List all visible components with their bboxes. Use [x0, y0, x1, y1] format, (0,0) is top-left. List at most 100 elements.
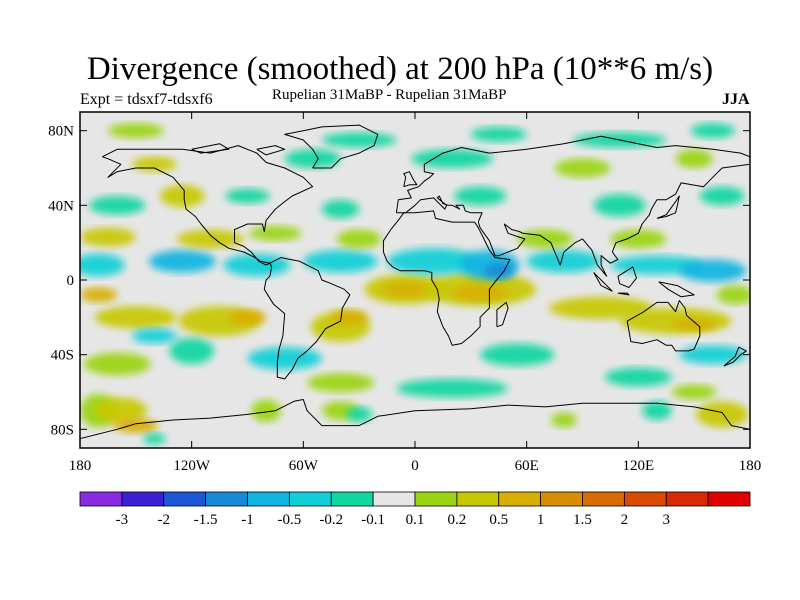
lon-tick-label: 0: [411, 458, 419, 474]
field-blob: [94, 306, 177, 329]
field-blob: [549, 296, 654, 320]
coastline: [396, 163, 750, 277]
field-blob: [321, 132, 397, 148]
lon-tick-label: 180: [69, 458, 92, 474]
field-blob: [346, 406, 373, 422]
season-label: JJA: [722, 91, 750, 108]
field-blob: [251, 399, 281, 422]
lon-tick-label: 120W: [173, 458, 211, 474]
colorbar-label: 0.5: [489, 512, 508, 528]
field-blob: [411, 149, 494, 169]
lat-tick-label: 40S: [51, 348, 74, 364]
colorbar-label: -1: [241, 512, 254, 528]
coastline: [263, 257, 351, 380]
field-blob: [483, 263, 514, 279]
coastline: [191, 143, 230, 154]
field-blob: [716, 285, 750, 305]
field-blob: [454, 186, 507, 206]
colorbar: -3 -2 -1.5 -1 -0.5 -0.2 -0.1 0.1 0.2 0.5 1 1.5 2 3: [79, 491, 751, 528]
field-blob: [143, 433, 166, 445]
colorbar-label: 2: [621, 512, 629, 528]
field-blob: [80, 287, 118, 303]
field-blob: [679, 259, 747, 282]
field-blob: [610, 229, 667, 249]
colorbar-swatch: [247, 491, 290, 507]
coastline: [403, 171, 418, 188]
coastline: [617, 292, 630, 296]
field-blob: [604, 367, 672, 387]
lon-tick-label: 120E: [622, 458, 654, 474]
field-blob: [642, 401, 672, 420]
field-blob: [554, 158, 611, 178]
coastline: [382, 210, 511, 346]
colorbar-label: 0.2: [448, 512, 467, 528]
lon-tick-label: 60W: [289, 458, 319, 474]
field-blob: [307, 373, 375, 392]
field-blob: [593, 194, 646, 217]
coastline: [658, 281, 695, 298]
field-blob: [107, 123, 164, 139]
coastline: [617, 266, 637, 288]
experiment-label: Expt = tdsxf7-tdsxf6: [80, 91, 213, 108]
lon-tick-label: 180: [739, 458, 762, 474]
colorbar-label: 3: [663, 512, 671, 528]
field-blob: [675, 149, 713, 169]
field-blob: [550, 412, 577, 428]
coastline: [593, 272, 613, 292]
colorbar-swatch: [121, 491, 165, 507]
coastline: [80, 399, 750, 440]
field-blob: [303, 250, 378, 273]
field-blob: [387, 248, 481, 275]
field-blob: [321, 199, 360, 219]
field-blob: [228, 309, 267, 325]
field-blob: [249, 225, 302, 241]
field-blob: [132, 328, 177, 344]
colorbar-label: -1.5: [194, 512, 218, 528]
chart-title: Divergence (smoothed) at 200 hPa (10**6 …: [86, 51, 714, 87]
colorbar-swatch: [414, 491, 458, 507]
colorbar-label: 1.5: [573, 512, 592, 528]
lat-tick-label: 80N: [48, 124, 74, 140]
field-blob: [148, 250, 216, 273]
field-blob: [132, 156, 177, 172]
lat-tick-label: 80S: [51, 422, 74, 438]
colorbar-label: -3: [116, 512, 129, 528]
coastline-layer: [80, 124, 750, 440]
field-blob: [225, 188, 270, 204]
colorbar-swatch: [330, 491, 374, 507]
colorbar-swatch: [498, 491, 542, 507]
comparison-label: Rupelian 31MaBP - Rupelian 31MaBP: [272, 87, 507, 103]
colorbar-label: -2: [158, 512, 171, 528]
colorbar-swatch: [623, 491, 667, 507]
colorbar-swatch: [456, 491, 500, 507]
coastline: [395, 135, 750, 213]
field-blob: [284, 149, 341, 169]
field-blob: [671, 384, 717, 400]
colorbar-swatch: [163, 491, 207, 507]
coastline: [496, 301, 509, 328]
coastline: [256, 145, 286, 156]
colorbar-swatch: [707, 491, 751, 507]
field-blob: [526, 250, 602, 273]
colorbar-label: -0.2: [319, 512, 343, 528]
lat-tick-label: 40N: [48, 198, 74, 214]
field-blob: [113, 418, 159, 434]
field-blob: [223, 253, 291, 277]
field-blob: [176, 229, 244, 249]
field-blob: [470, 126, 527, 142]
coastline: [102, 145, 314, 266]
field-blob: [452, 285, 509, 301]
colorbar-swatch: [582, 491, 625, 507]
colorbar-label: -0.1: [361, 512, 385, 528]
field-blob: [160, 184, 205, 208]
colorbar-swatch: [205, 491, 248, 507]
coastline: [626, 300, 701, 352]
colorbar-swatch: [665, 491, 709, 507]
field-blob: [80, 253, 125, 277]
field-blob: [336, 229, 382, 249]
field-blob: [89, 196, 146, 215]
field-blob: [396, 378, 509, 398]
colorbar-label: -0.5: [278, 512, 302, 528]
lon-tick-label: 60E: [515, 458, 539, 474]
